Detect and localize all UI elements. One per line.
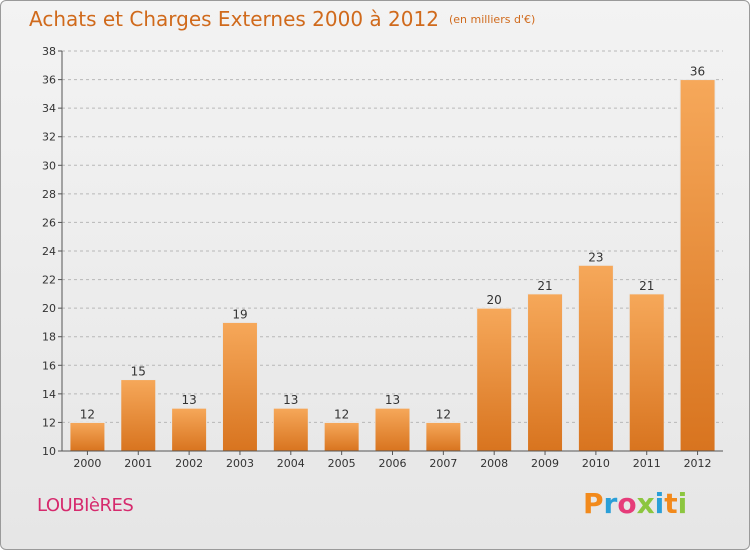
y-tick-label: 12 [42,416,56,429]
bars [69,79,716,452]
y-tick-label: 26 [42,216,56,229]
brand-letter: t [664,487,678,520]
y-tick-label: 36 [42,74,56,87]
bar-2011 [628,293,665,452]
brand-letter: o [617,487,637,520]
x-tick-label-2000: 2000 [73,457,101,470]
bar-2006 [374,407,411,452]
bar-2009 [527,293,564,452]
x-tick-label-2012: 2012 [684,457,712,470]
bar-2012 [679,79,716,452]
y-tick-label: 32 [42,131,56,144]
chart-title: Achats et Charges Externes 2000 à 2012 (e… [29,7,535,31]
y-tick-label: 22 [42,274,56,287]
x-tick-label-2005: 2005 [328,457,356,470]
chart-title-text: Achats et Charges Externes 2000 à 2012 [29,7,439,31]
brand-letter: i [677,487,688,520]
data-label-2009: 21 [537,279,552,293]
brand-letter: r [603,487,618,520]
data-label-2001: 15 [131,365,146,379]
bar-2007 [425,421,462,452]
y-tick-label: 18 [42,331,56,344]
data-label-2008: 20 [487,293,502,307]
bar-2001 [120,379,157,452]
x-tick-label-2006: 2006 [379,457,407,470]
x-tick-label-2004: 2004 [277,457,305,470]
data-label-2007: 12 [436,407,451,421]
y-tick-label: 34 [42,102,56,115]
grid-lines [62,50,723,423]
x-tick-label-2008: 2008 [480,457,508,470]
y-tick-label: 10 [42,445,56,458]
data-labels: 12 15 13 19 13 12 13 12 20 21 23 21 36 [80,65,705,422]
town-name: LOUBIèRES [37,495,134,516]
data-label-2011: 21 [639,279,654,293]
data-label-2005: 12 [334,407,349,421]
data-label-2003: 19 [232,307,247,321]
bar-2010 [577,264,614,452]
bar-2008 [476,307,513,452]
data-label-2004: 13 [283,393,298,407]
chart-unit: (en milliers d'€) [448,13,536,26]
bar-2002 [171,407,208,452]
bar-2003 [221,321,258,452]
y-tick-label: 30 [42,159,56,172]
data-label-2006: 13 [385,393,400,407]
bar-2004 [272,407,309,452]
y-tick-label: 28 [42,188,56,201]
data-label-2010: 23 [588,250,603,264]
brand-letter: x [636,487,655,520]
proxiti-logo[interactable]: Proxiti [583,487,687,520]
brand-letter: P [583,487,604,520]
x-tick-label-2010: 2010 [582,457,610,470]
x-tick-label-2001: 2001 [124,457,152,470]
x-tick-label-2003: 2003 [226,457,254,470]
x-tick-label-2011: 2011 [633,457,661,470]
x-tick-label-2007: 2007 [429,457,457,470]
y-tick-label: 20 [42,302,56,315]
x-tick-label-2009: 2009 [531,457,559,470]
data-label-2000: 12 [80,407,95,421]
bar-2005 [323,421,360,452]
y-tick-label: 24 [42,245,56,258]
y-tick-label: 14 [42,388,56,401]
brand-letter: i [654,487,665,520]
y-axis: 10 12 14 16 18 20 22 24 26 28 30 32 34 36 38 [42,45,63,458]
data-label-2002: 13 [181,393,196,407]
bar-2000 [69,421,106,452]
x-axis: 2000 2001 2002 2003 2004 2005 2006 2007 2008 2009… [62,450,723,470]
data-label-2012: 36 [690,65,705,79]
x-tick-label-2002: 2002 [175,457,203,470]
y-tick-label: 16 [42,359,56,372]
y-tick-label: 38 [42,45,56,58]
